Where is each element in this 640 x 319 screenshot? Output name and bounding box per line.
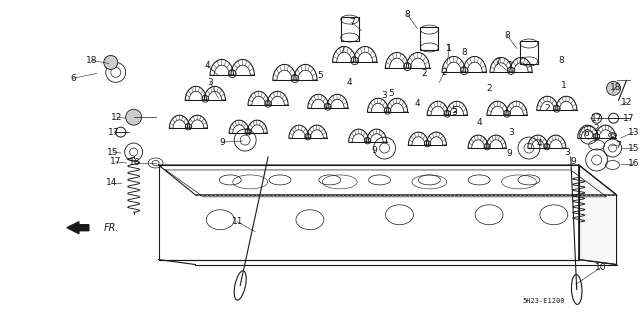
Text: 2: 2 [594, 124, 600, 133]
Text: 17: 17 [110, 158, 122, 167]
Text: 18: 18 [610, 83, 621, 92]
Text: 3: 3 [451, 108, 457, 117]
Text: 12: 12 [621, 98, 632, 107]
Bar [520, 41, 538, 64]
Bar [420, 26, 438, 50]
Text: 7: 7 [349, 18, 355, 27]
Polygon shape [579, 165, 616, 264]
Text: 12: 12 [111, 113, 122, 122]
Text: 16: 16 [129, 159, 140, 167]
Text: 7: 7 [494, 58, 500, 67]
Text: 1: 1 [561, 81, 566, 90]
Text: 11: 11 [232, 217, 243, 226]
Text: 8: 8 [404, 10, 410, 19]
Text: 4: 4 [415, 99, 420, 108]
Text: 15: 15 [107, 147, 118, 157]
Text: 3: 3 [207, 78, 213, 87]
Text: 16: 16 [628, 160, 639, 168]
Text: 18: 18 [86, 56, 97, 65]
Text: 8: 8 [504, 31, 510, 40]
Text: 8: 8 [558, 56, 564, 65]
Text: 9: 9 [372, 145, 378, 154]
Text: 17: 17 [591, 114, 602, 123]
Text: 4: 4 [536, 138, 541, 148]
Text: 1: 1 [508, 61, 514, 70]
Text: 6: 6 [70, 74, 76, 83]
Text: FR.: FR. [104, 223, 119, 233]
Text: 13: 13 [628, 128, 639, 137]
Text: 7: 7 [616, 141, 621, 150]
Text: 3: 3 [381, 91, 387, 100]
Text: 1: 1 [447, 44, 452, 53]
Text: 9: 9 [571, 158, 577, 167]
Text: 8: 8 [461, 48, 467, 57]
Text: 3: 3 [564, 147, 570, 157]
Text: 4: 4 [347, 78, 353, 87]
Circle shape [125, 109, 141, 125]
Text: 9: 9 [506, 149, 512, 158]
Text: 2: 2 [486, 84, 492, 93]
Text: 7: 7 [339, 46, 344, 55]
Text: 2: 2 [544, 104, 550, 113]
Text: 9: 9 [220, 137, 225, 146]
Circle shape [607, 81, 621, 95]
Text: 4: 4 [205, 61, 210, 70]
Text: 17: 17 [623, 114, 634, 123]
Text: 15: 15 [628, 144, 639, 152]
Text: 6: 6 [584, 129, 589, 137]
Text: 5: 5 [317, 71, 323, 80]
Text: 2: 2 [442, 68, 447, 77]
Text: 10: 10 [595, 263, 606, 272]
Text: 5H23-E1200: 5H23-E1200 [523, 298, 565, 304]
Bar [340, 17, 358, 41]
FancyArrow shape [67, 222, 89, 234]
Text: 5: 5 [388, 89, 394, 98]
Text: 1: 1 [447, 44, 452, 53]
Text: 3: 3 [508, 128, 514, 137]
Text: 17: 17 [108, 128, 120, 137]
Text: 14: 14 [106, 178, 118, 187]
Circle shape [104, 56, 118, 70]
Text: 2: 2 [422, 69, 428, 78]
Text: 4: 4 [476, 118, 482, 127]
Text: 5: 5 [451, 106, 457, 115]
